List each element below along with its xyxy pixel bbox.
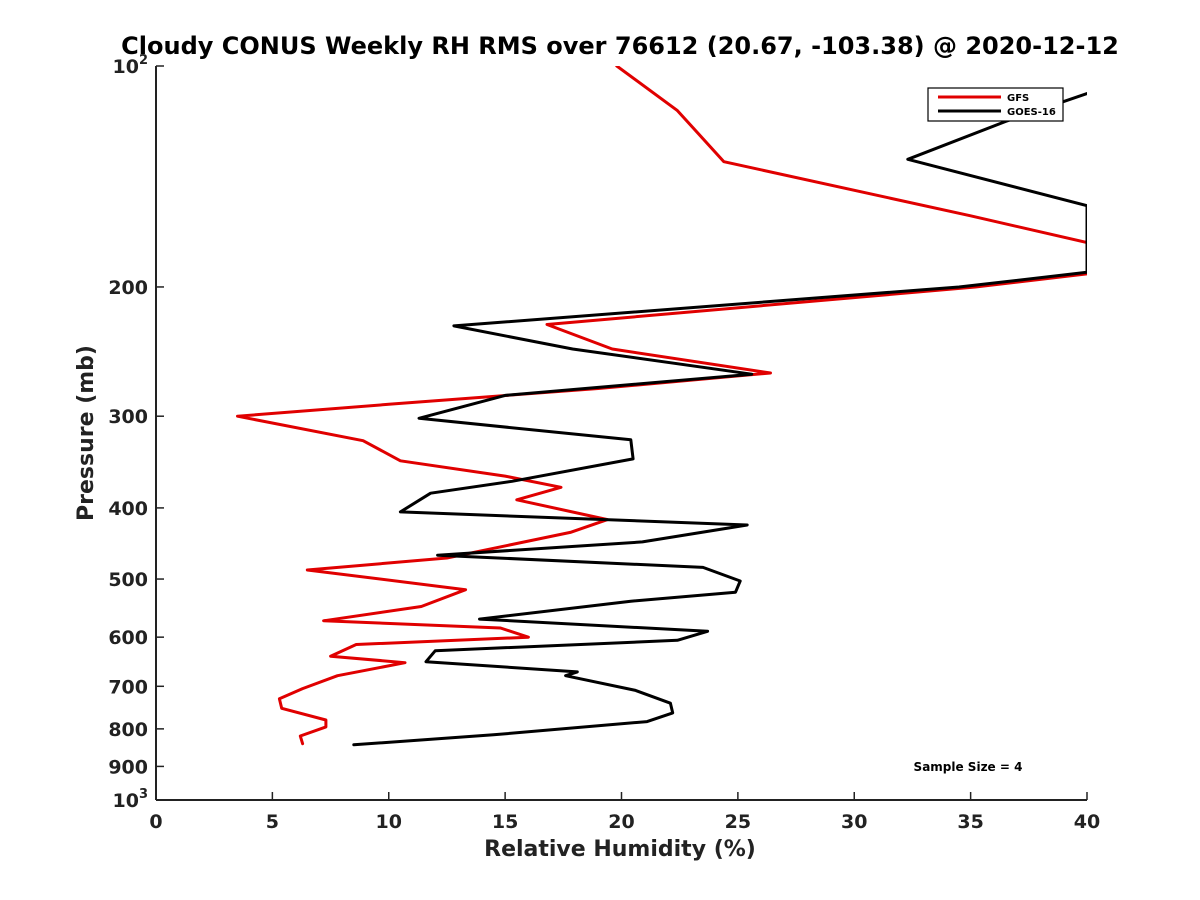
y-tick-label: 300	[108, 406, 148, 428]
x-tick-label: 15	[492, 811, 518, 833]
x-tick-label: 0	[149, 811, 162, 833]
y-tick-label: 102	[113, 53, 149, 78]
chart-title: Cloudy CONUS Weekly RH RMS over 76612 (2…	[121, 32, 1119, 60]
series-layer	[236, 66, 1087, 747]
y-tick-label: 400	[108, 498, 148, 520]
y-tick-label: 103	[113, 787, 149, 812]
y-axis-label: Pressure (mb)	[74, 345, 99, 521]
legend-label-gfs: GFS	[1007, 93, 1029, 104]
x-tick-label: 30	[841, 811, 867, 833]
legend-entries: GFS GOES-16	[938, 93, 1056, 118]
series-line-goes-16	[352, 92, 1087, 747]
x-tick-label: 40	[1074, 811, 1100, 833]
y-tick-label: 600	[108, 627, 148, 649]
y-tick-label: 500	[108, 569, 148, 591]
y-tick-label: 200	[108, 277, 148, 299]
x-tick-label: 20	[608, 811, 634, 833]
y-tick-label: 900	[108, 756, 148, 778]
x-axis-label: Relative Humidity (%)	[484, 837, 756, 862]
legend: GFS GOES-16	[927, 87, 1064, 122]
x-ticks: 0 5 10 15 20 25 30 35 40	[149, 792, 1100, 833]
y-tick-label: 800	[108, 719, 148, 741]
sample-size-annotation: Sample Size = 4	[914, 760, 1023, 774]
y-tick-label: 700	[108, 676, 148, 698]
series-line-gfs	[236, 66, 1087, 746]
x-tick-label: 5	[266, 811, 279, 833]
legend-box	[927, 87, 1064, 122]
legend-label-goes-16: GOES-16	[1007, 107, 1056, 118]
x-tick-label: 25	[725, 811, 751, 833]
y-ticks: 102 200 300 400 500 600 700 800 900 103	[108, 53, 164, 812]
x-tick-label: 35	[957, 811, 983, 833]
x-tick-label: 10	[376, 811, 402, 833]
